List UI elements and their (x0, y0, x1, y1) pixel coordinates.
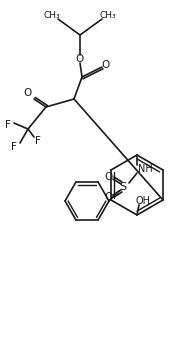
Text: CH₃: CH₃ (100, 11, 116, 19)
Text: S: S (119, 182, 127, 192)
Text: O: O (105, 172, 113, 182)
Text: OH: OH (135, 196, 151, 206)
Text: O: O (105, 192, 113, 202)
Text: NH: NH (138, 164, 152, 174)
Text: O: O (76, 54, 84, 64)
Text: F: F (35, 136, 41, 146)
Text: O: O (102, 60, 110, 70)
Text: F: F (11, 142, 17, 152)
Text: F: F (5, 120, 11, 130)
Text: O: O (24, 88, 32, 98)
Text: CH₃: CH₃ (44, 11, 60, 19)
